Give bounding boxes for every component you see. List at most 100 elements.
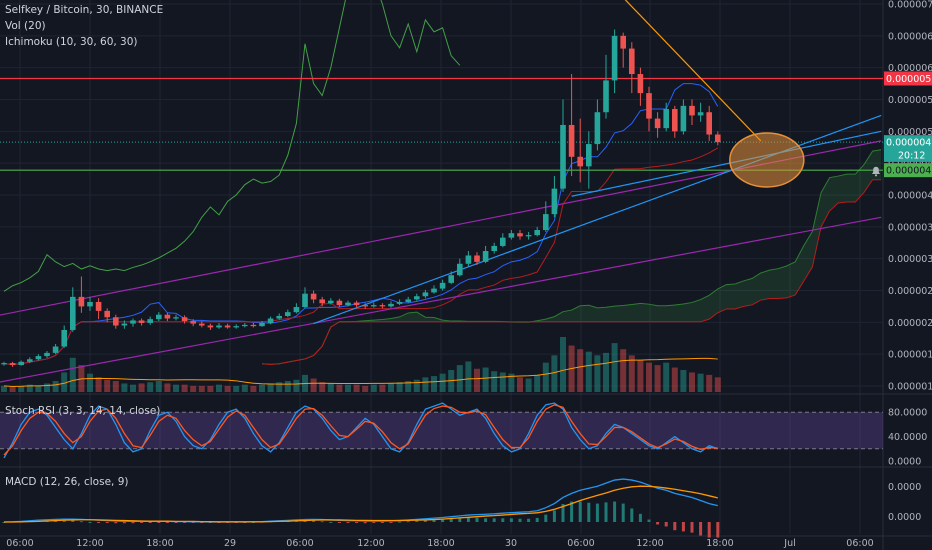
volume-bar <box>104 379 111 392</box>
volume-bar <box>603 352 609 392</box>
macd-histogram-bar <box>122 522 126 524</box>
candle-body <box>190 321 196 324</box>
macd-histogram-bar <box>656 522 660 525</box>
volume-bar <box>18 385 25 392</box>
candle-body <box>293 307 300 313</box>
volume-bars <box>1 337 721 392</box>
macd-histogram-bar <box>664 522 668 527</box>
candle-body <box>603 80 609 113</box>
volume-bar <box>35 385 42 392</box>
volume-bar <box>370 384 377 392</box>
candle-body <box>697 112 704 116</box>
volume-bar <box>155 381 162 392</box>
price-axis-label: 0.00000200 <box>888 318 932 329</box>
macd-histogram-bar <box>355 522 359 523</box>
price-axis-label: 0.00000600 <box>888 63 932 74</box>
candle-body <box>371 305 377 307</box>
candle-body <box>508 233 515 238</box>
macd-histogram-bar <box>544 514 548 522</box>
price-axis-label: 0.00000150 <box>888 350 932 361</box>
candle-body <box>199 323 205 326</box>
volume-bar <box>293 379 300 392</box>
macd-histogram-bar <box>337 522 341 523</box>
price-axis-label: 0.00000250 <box>888 286 932 297</box>
volume-ma-line <box>3 357 718 388</box>
ichimoku-base-line <box>3 147 719 365</box>
macd-histogram-bar <box>363 522 367 524</box>
macd-histogram-bar <box>71 520 75 522</box>
volume-bar <box>52 381 59 392</box>
macd-histogram-bar <box>148 522 152 523</box>
candle-body <box>113 317 119 326</box>
candle-body <box>482 251 489 262</box>
chart-axes: 0.00000700 0.00000650 0.00000600 0.00000550… <box>6 0 932 549</box>
candle-body <box>465 255 472 264</box>
macd-histogram-bar <box>320 521 324 523</box>
candle-body <box>431 288 437 293</box>
candle-body <box>242 324 248 327</box>
ichimoku-legend[interactable]: Ichimoku (10, 30, 60, 30) <box>5 36 138 48</box>
time-axis-label: 18:00 <box>427 538 454 549</box>
candle-body <box>233 326 239 328</box>
candle-body <box>439 282 446 289</box>
trendline-drawings[interactable] <box>0 0 883 383</box>
symbol-legend[interactable]: Selfkey / Bitcoin, 30, BINANCE <box>5 4 164 16</box>
candle-body <box>543 214 549 231</box>
support-price-tag-label: 0.00000439 <box>886 166 932 177</box>
candle-body <box>353 302 360 306</box>
candle-body <box>646 93 652 119</box>
trend-line-shallow <box>571 130 882 197</box>
volume-bar <box>284 381 291 392</box>
volume-bar <box>551 355 558 392</box>
macd-histogram-bar <box>140 522 144 523</box>
highlight-ellipse <box>729 132 805 188</box>
volume-bar <box>620 349 627 392</box>
resistance-price-tag <box>884 71 932 86</box>
price-axis-label: 0.00000350 <box>888 222 932 233</box>
volume-bar <box>130 384 136 392</box>
candle-body <box>138 320 145 323</box>
volume-bar <box>336 384 343 392</box>
volume-bar <box>422 377 429 392</box>
macd-legend[interactable]: MACD (12, 26, close, 9) <box>5 476 129 488</box>
candle-body <box>147 319 153 323</box>
volume-bar <box>276 382 283 392</box>
macd-axis-label: 0.0000 <box>888 482 921 493</box>
stoch-axis-label: 0.0000 <box>888 457 921 468</box>
candle-body <box>173 317 179 319</box>
ichimoku-span-b <box>261 179 882 365</box>
volume-bar <box>1 385 7 392</box>
volume-bar <box>345 384 351 392</box>
volume-bar <box>474 368 480 392</box>
candle-body <box>61 329 67 347</box>
candle-body <box>259 322 265 327</box>
volume-bar <box>594 355 601 392</box>
candle-body <box>706 112 712 135</box>
volume-bar <box>714 377 721 392</box>
volume-bar <box>224 385 231 392</box>
macd-plot <box>2 478 720 538</box>
volume-bar <box>69 357 76 392</box>
macd-histogram-bar <box>441 518 445 522</box>
volume-bar <box>95 377 102 392</box>
price-axis-label: 0.00000700 <box>888 0 932 11</box>
macd-histogram-bar <box>62 519 66 522</box>
volume-bar <box>680 370 687 392</box>
candle-body <box>336 300 343 306</box>
macd-histogram-bar <box>587 502 591 522</box>
macd-signal-line <box>4 485 718 523</box>
candle-body <box>52 346 59 353</box>
volume-bar <box>353 384 360 392</box>
volume-bar <box>207 385 214 392</box>
time-axis-label: 06:00 <box>6 538 33 549</box>
volume-bar <box>61 372 68 392</box>
stoch-rsi-legend[interactable]: Stoch RSI (3, 3, 14, 14, close) <box>5 405 161 417</box>
macd-histogram-bar <box>621 503 625 522</box>
candle-body <box>637 74 644 94</box>
price-axis-label: 0.00000500 <box>888 127 932 138</box>
volume-legend[interactable]: Vol (20) <box>5 20 46 32</box>
price-candles <box>1 29 721 367</box>
candle-body <box>396 301 403 304</box>
